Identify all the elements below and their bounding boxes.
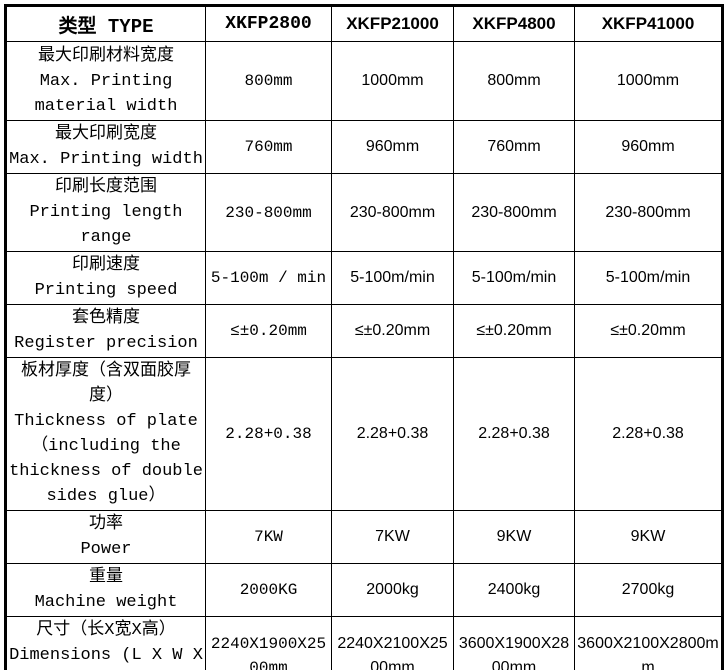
spec-cell: 2.28+0.38 — [205, 357, 332, 511]
spec-cell: 2000KG — [205, 563, 332, 617]
table-row-max-printing-width: 最大印刷宽度 Max. Printing width 760mm 960mm 7… — [5, 120, 723, 174]
spec-cell: 3600X2100X2800mm — [574, 616, 723, 670]
row-label-en: Max. Printing width — [9, 150, 203, 169]
spec-cell: 3600X1900X2800mm — [453, 616, 575, 670]
type-header-cell: 类型 TYPE — [5, 5, 206, 42]
row-label-en: Printing length range — [29, 203, 183, 247]
row-label-cn: 印刷长度范围 — [55, 178, 157, 197]
spec-cell: 2700kg — [574, 563, 723, 617]
row-label-cell: 最大印刷宽度 Max. Printing width — [5, 120, 206, 174]
spec-cell: 800mm — [453, 41, 575, 121]
spec-cell: 2.28+0.38 — [453, 357, 575, 511]
spec-cell: 230-800mm — [453, 173, 575, 252]
row-label-cell: 套色精度 Register precision — [5, 304, 206, 358]
row-label-cell: 重量 Machine weight — [5, 563, 206, 617]
table-row-printing-speed: 印刷速度 Printing speed 5-100m / min 5-100m/… — [5, 251, 723, 305]
row-label-cell: 印刷长度范围 Printing length range — [5, 173, 206, 252]
table-row-printing-length-range: 印刷长度范围 Printing length range 230-800mm 2… — [5, 173, 723, 252]
spec-cell: 760mm — [453, 120, 575, 174]
spec-cell: 7KW — [205, 510, 332, 564]
spec-cell: 960mm — [574, 120, 723, 174]
table-row-dimensions: 尺寸（长X宽X高） Dimensions (L X W X H) 2240X19… — [5, 616, 723, 670]
row-label-cn: 尺寸（长X宽X高） — [36, 621, 176, 640]
row-label-cell: 功率 Power — [5, 510, 206, 564]
spec-cell: 230-800mm — [331, 173, 454, 252]
row-label-cn: 重量 — [89, 568, 123, 587]
table-row-max-material-width: 最大印刷材料宽度 Max. Printing material width 80… — [5, 41, 723, 121]
spec-cell: 2.28+0.38 — [331, 357, 454, 511]
row-label-en: Register precision — [14, 334, 198, 353]
row-label-cell: 最大印刷材料宽度 Max. Printing material width — [5, 41, 206, 121]
row-label-cell: 尺寸（长X宽X高） Dimensions (L X W X H) — [5, 616, 206, 670]
row-label-en: Power — [80, 540, 132, 559]
row-label-en: Thickness of plate （including the thickn… — [9, 412, 203, 506]
spec-cell: 2240X2100X2500mm — [331, 616, 454, 670]
spec-cell: 2.28+0.38 — [574, 357, 723, 511]
row-label-en: Dimensions (L X W X H) — [9, 646, 203, 665]
spec-cell: ≤±0.20mm — [574, 304, 723, 358]
spec-table: 类型 TYPE XKFP2800 XKFP21000 XKFP4800 XKFP… — [4, 4, 724, 670]
row-label-cn: 板材厚度（含双面胶厚度） — [21, 362, 191, 406]
row-label-cn: 最大印刷宽度 — [55, 125, 157, 144]
row-label-cn: 套色精度 — [72, 309, 140, 328]
header-row: 类型 TYPE XKFP2800 XKFP21000 XKFP4800 XKFP… — [5, 5, 723, 42]
spec-cell: 5-100m / min — [205, 251, 332, 305]
model-header-xkfp41000: XKFP41000 — [574, 5, 723, 42]
row-label-cn: 最大印刷材料宽度 — [38, 46, 174, 66]
table-row-machine-weight: 重量 Machine weight 2000KG 2000kg 2400kg 2… — [5, 563, 723, 617]
row-label-en: Max. Printing material width — [34, 71, 178, 116]
spec-cell: 800mm — [205, 41, 332, 121]
spec-cell: 2400kg — [453, 563, 575, 617]
spec-cell: 760mm — [205, 120, 332, 174]
spec-cell: 1000mm — [574, 41, 723, 121]
model-header-xkfp2800: XKFP2800 — [205, 5, 332, 42]
spec-cell: 2000kg — [331, 563, 454, 617]
spec-cell: 5-100m/min — [574, 251, 723, 305]
row-label-en: Machine weight — [34, 593, 178, 612]
spec-cell: 2240X1900X2500mm — [205, 616, 332, 670]
table-row-register-precision: 套色精度 Register precision ≤±0.20mm ≤±0.20m… — [5, 304, 723, 358]
spec-cell: ≤±0.20mm — [331, 304, 454, 358]
spec-cell: 5-100m/min — [453, 251, 575, 305]
spec-cell: 7KW — [331, 510, 454, 564]
spec-cell: 9KW — [453, 510, 575, 564]
model-header-xkfp4800: XKFP4800 — [453, 5, 575, 42]
table-row-thickness-of-plate: 板材厚度（含双面胶厚度） Thickness of plate （includi… — [5, 357, 723, 511]
spec-cell: 9KW — [574, 510, 723, 564]
spec-cell: 1000mm — [331, 41, 454, 121]
spec-cell: 960mm — [331, 120, 454, 174]
spec-cell: ≤±0.20mm — [205, 304, 332, 358]
spec-cell: 230-800mm — [574, 173, 723, 252]
row-label-cell: 印刷速度 Printing speed — [5, 251, 206, 305]
spec-cell: ≤±0.20mm — [453, 304, 575, 358]
spec-cell: 5-100m/min — [331, 251, 454, 305]
row-label-cell: 板材厚度（含双面胶厚度） Thickness of plate （includi… — [5, 357, 206, 511]
row-label-cn: 功率 — [89, 515, 123, 534]
row-label-cn: 印刷速度 — [72, 256, 140, 275]
row-label-en: Printing speed — [34, 281, 178, 300]
table-row-power: 功率 Power 7KW 7KW 9KW 9KW — [5, 510, 723, 564]
model-header-xkfp21000: XKFP21000 — [331, 5, 454, 42]
spec-cell: 230-800mm — [205, 173, 332, 252]
